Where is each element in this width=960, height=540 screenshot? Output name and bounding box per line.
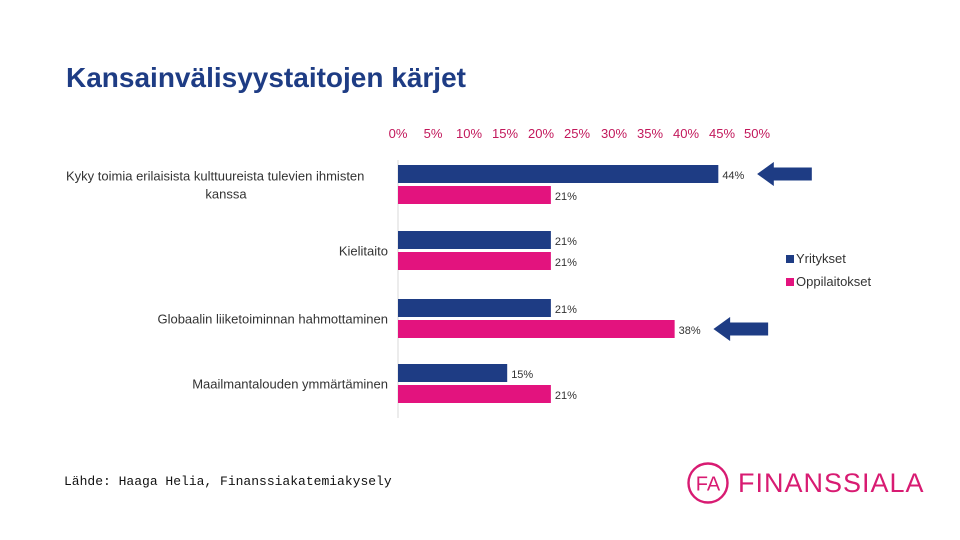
bar-yritykset: [398, 299, 551, 317]
data-label: 21%: [555, 236, 577, 248]
legend-swatch: [786, 278, 794, 286]
category-label: Kielitaito: [339, 244, 388, 259]
legend-swatch: [786, 255, 794, 263]
x-tick-label: 45%: [709, 126, 735, 141]
data-label: 21%: [555, 390, 577, 402]
x-tick-label: 40%: [673, 126, 699, 141]
data-label: 21%: [555, 304, 577, 316]
brand-logo: FA FINANSSIALA: [686, 459, 925, 507]
highlight-arrow-icon: [711, 315, 770, 343]
category-label: Kyky toimia erilaisista kulttuureista tu…: [66, 169, 364, 202]
x-tick-label: 25%: [564, 126, 590, 141]
data-label: 15%: [511, 369, 533, 381]
x-tick-label: 35%: [637, 126, 663, 141]
x-tick-label: 10%: [456, 126, 482, 141]
category-label: Maailmantalouden ymmärtäminen: [192, 377, 388, 392]
brand-name: FINANSSIALA: [738, 467, 925, 498]
bar-oppilaitokset: [398, 186, 551, 204]
bar-oppilaitokset: [398, 385, 551, 403]
bar-yritykset: [398, 165, 719, 183]
page-title: Kansainvälisyystaitojen kärjet: [66, 62, 466, 93]
bar-oppilaitokset: [398, 320, 675, 338]
bar-oppilaitokset: [398, 252, 551, 270]
data-label: 21%: [555, 191, 577, 203]
x-tick-label: 5%: [424, 126, 443, 141]
x-tick-label: 20%: [528, 126, 554, 141]
x-tick-label: 50%: [744, 126, 770, 141]
data-label: 44%: [722, 170, 744, 182]
legend-label: Yritykset: [796, 251, 846, 266]
finanssiala-logo-icon: FA: [687, 462, 729, 504]
data-label: 38%: [679, 325, 701, 337]
x-tick-label: 30%: [601, 126, 627, 141]
source-note: Lähde: Haaga Helia, Finanssiakatemiakyse…: [64, 474, 392, 489]
bar-yritykset: [398, 231, 551, 249]
svg-text:FA: FA: [696, 474, 721, 496]
category-label: Globaalin liiketoiminnan hahmottaminen: [157, 312, 388, 327]
x-tick-label: 15%: [492, 126, 518, 141]
highlight-arrow-icon: [755, 160, 813, 188]
x-tick-label: 0%: [389, 126, 408, 141]
data-label: 21%: [555, 257, 577, 269]
bar-yritykset: [398, 364, 508, 382]
legend-label: Oppilaitokset: [796, 274, 872, 289]
